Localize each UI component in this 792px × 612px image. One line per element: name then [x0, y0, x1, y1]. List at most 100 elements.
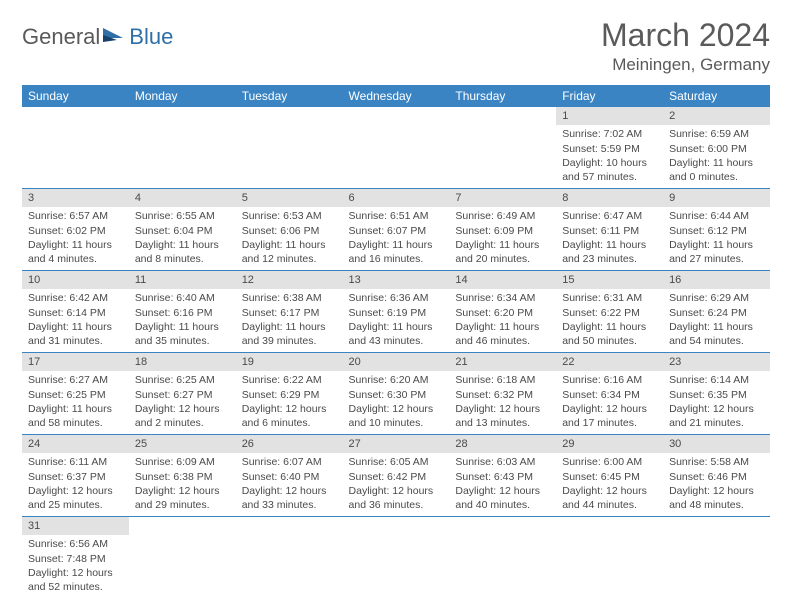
calendar-week-row: 17Sunrise: 6:27 AMSunset: 6:25 PMDayligh…	[22, 353, 770, 435]
sunrise-text: Sunrise: 6:36 AM	[349, 291, 444, 305]
day-details: Sunrise: 6:49 AMSunset: 6:09 PMDaylight:…	[449, 207, 556, 270]
day-number: 19	[236, 353, 343, 371]
calendar-cell: 20Sunrise: 6:20 AMSunset: 6:30 PMDayligh…	[343, 353, 450, 435]
day-details: Sunrise: 6:55 AMSunset: 6:04 PMDaylight:…	[129, 207, 236, 270]
sunset-text: Sunset: 6:45 PM	[562, 470, 657, 484]
flag-icon	[103, 26, 125, 49]
day-number: 29	[556, 435, 663, 453]
calendar-cell: 21Sunrise: 6:18 AMSunset: 6:32 PMDayligh…	[449, 353, 556, 435]
day-number: 13	[343, 271, 450, 289]
sunset-text: Sunset: 6:00 PM	[669, 142, 764, 156]
sunrise-text: Sunrise: 6:29 AM	[669, 291, 764, 305]
sunset-text: Sunset: 6:25 PM	[28, 388, 123, 402]
sunrise-text: Sunrise: 6:53 AM	[242, 209, 337, 223]
daylight-text: Daylight: 11 hours and 58 minutes.	[28, 402, 123, 430]
sunrise-text: Sunrise: 6:09 AM	[135, 455, 230, 469]
day-details: Sunrise: 6:07 AMSunset: 6:40 PMDaylight:…	[236, 453, 343, 516]
title-block: March 2024 Meiningen, Germany	[601, 18, 770, 75]
sunrise-text: Sunrise: 6:00 AM	[562, 455, 657, 469]
sunrise-text: Sunrise: 6:18 AM	[455, 373, 550, 387]
day-details: Sunrise: 6:40 AMSunset: 6:16 PMDaylight:…	[129, 289, 236, 352]
day-details: Sunrise: 6:31 AMSunset: 6:22 PMDaylight:…	[556, 289, 663, 352]
calendar-week-row: 31Sunrise: 6:56 AMSunset: 7:48 PMDayligh…	[22, 517, 770, 598]
weekday-header: Wednesday	[343, 85, 450, 107]
daylight-text: Daylight: 12 hours and 52 minutes.	[28, 566, 123, 594]
weekday-header: Friday	[556, 85, 663, 107]
daylight-text: Daylight: 11 hours and 8 minutes.	[135, 238, 230, 266]
sunrise-text: Sunrise: 6:16 AM	[562, 373, 657, 387]
day-details: Sunrise: 6:20 AMSunset: 6:30 PMDaylight:…	[343, 371, 450, 434]
sunrise-text: Sunrise: 6:11 AM	[28, 455, 123, 469]
day-details: Sunrise: 6:03 AMSunset: 6:43 PMDaylight:…	[449, 453, 556, 516]
sunrise-text: Sunrise: 6:47 AM	[562, 209, 657, 223]
sunrise-text: Sunrise: 6:31 AM	[562, 291, 657, 305]
sunrise-text: Sunrise: 6:14 AM	[669, 373, 764, 387]
calendar-cell: 28Sunrise: 6:03 AMSunset: 6:43 PMDayligh…	[449, 435, 556, 517]
day-details: Sunrise: 6:16 AMSunset: 6:34 PMDaylight:…	[556, 371, 663, 434]
sunset-text: Sunset: 6:24 PM	[669, 306, 764, 320]
calendar-cell: 1Sunrise: 7:02 AMSunset: 5:59 PMDaylight…	[556, 107, 663, 188]
daylight-text: Daylight: 11 hours and 43 minutes.	[349, 320, 444, 348]
day-number	[22, 107, 129, 111]
day-number: 24	[22, 435, 129, 453]
sunset-text: Sunset: 6:40 PM	[242, 470, 337, 484]
day-details: Sunrise: 6:47 AMSunset: 6:11 PMDaylight:…	[556, 207, 663, 270]
day-number	[129, 107, 236, 111]
daylight-text: Daylight: 11 hours and 0 minutes.	[669, 156, 764, 184]
sunset-text: Sunset: 6:09 PM	[455, 224, 550, 238]
month-title: March 2024	[601, 18, 770, 53]
daylight-text: Daylight: 12 hours and 25 minutes.	[28, 484, 123, 512]
day-details: Sunrise: 6:59 AMSunset: 6:00 PMDaylight:…	[663, 125, 770, 188]
sunrise-text: Sunrise: 6:49 AM	[455, 209, 550, 223]
calendar-cell: 25Sunrise: 6:09 AMSunset: 6:38 PMDayligh…	[129, 435, 236, 517]
day-number	[129, 517, 236, 521]
sunset-text: Sunset: 6:43 PM	[455, 470, 550, 484]
calendar-cell	[449, 107, 556, 188]
daylight-text: Daylight: 11 hours and 16 minutes.	[349, 238, 444, 266]
calendar-cell: 11Sunrise: 6:40 AMSunset: 6:16 PMDayligh…	[129, 271, 236, 353]
day-details: Sunrise: 6:56 AMSunset: 7:48 PMDaylight:…	[22, 535, 129, 598]
calendar-cell	[129, 107, 236, 188]
daylight-text: Daylight: 12 hours and 33 minutes.	[242, 484, 337, 512]
day-number: 31	[22, 517, 129, 535]
day-number: 10	[22, 271, 129, 289]
calendar-cell	[343, 517, 450, 598]
calendar-cell: 31Sunrise: 6:56 AMSunset: 7:48 PMDayligh…	[22, 517, 129, 598]
daylight-text: Daylight: 12 hours and 21 minutes.	[669, 402, 764, 430]
calendar-cell: 10Sunrise: 6:42 AMSunset: 6:14 PMDayligh…	[22, 271, 129, 353]
calendar-cell	[449, 517, 556, 598]
day-number: 1	[556, 107, 663, 125]
calendar-cell: 19Sunrise: 6:22 AMSunset: 6:29 PMDayligh…	[236, 353, 343, 435]
daylight-text: Daylight: 11 hours and 46 minutes.	[455, 320, 550, 348]
day-number: 21	[449, 353, 556, 371]
day-number	[236, 517, 343, 521]
daylight-text: Daylight: 10 hours and 57 minutes.	[562, 156, 657, 184]
day-number	[449, 107, 556, 111]
daylight-text: Daylight: 12 hours and 40 minutes.	[455, 484, 550, 512]
logo-text-general: General	[22, 24, 100, 50]
sunset-text: Sunset: 6:30 PM	[349, 388, 444, 402]
day-number	[556, 517, 663, 521]
weekday-header: Saturday	[663, 85, 770, 107]
sunset-text: Sunset: 6:22 PM	[562, 306, 657, 320]
day-details: Sunrise: 7:02 AMSunset: 5:59 PMDaylight:…	[556, 125, 663, 188]
calendar-cell: 18Sunrise: 6:25 AMSunset: 6:27 PMDayligh…	[129, 353, 236, 435]
daylight-text: Daylight: 12 hours and 36 minutes.	[349, 484, 444, 512]
calendar-cell	[556, 517, 663, 598]
calendar-cell: 9Sunrise: 6:44 AMSunset: 6:12 PMDaylight…	[663, 189, 770, 271]
sunrise-text: Sunrise: 6:07 AM	[242, 455, 337, 469]
day-details: Sunrise: 6:42 AMSunset: 6:14 PMDaylight:…	[22, 289, 129, 352]
sunset-text: Sunset: 6:07 PM	[349, 224, 444, 238]
location: Meiningen, Germany	[601, 55, 770, 75]
daylight-text: Daylight: 11 hours and 50 minutes.	[562, 320, 657, 348]
sunrise-text: Sunrise: 6:05 AM	[349, 455, 444, 469]
sunset-text: Sunset: 6:38 PM	[135, 470, 230, 484]
day-details: Sunrise: 6:05 AMSunset: 6:42 PMDaylight:…	[343, 453, 450, 516]
calendar-cell: 16Sunrise: 6:29 AMSunset: 6:24 PMDayligh…	[663, 271, 770, 353]
calendar-week-row: 3Sunrise: 6:57 AMSunset: 6:02 PMDaylight…	[22, 189, 770, 271]
calendar-cell: 30Sunrise: 5:58 AMSunset: 6:46 PMDayligh…	[663, 435, 770, 517]
day-details: Sunrise: 6:11 AMSunset: 6:37 PMDaylight:…	[22, 453, 129, 516]
day-details: Sunrise: 5:58 AMSunset: 6:46 PMDaylight:…	[663, 453, 770, 516]
calendar-cell: 14Sunrise: 6:34 AMSunset: 6:20 PMDayligh…	[449, 271, 556, 353]
weekday-header: Thursday	[449, 85, 556, 107]
